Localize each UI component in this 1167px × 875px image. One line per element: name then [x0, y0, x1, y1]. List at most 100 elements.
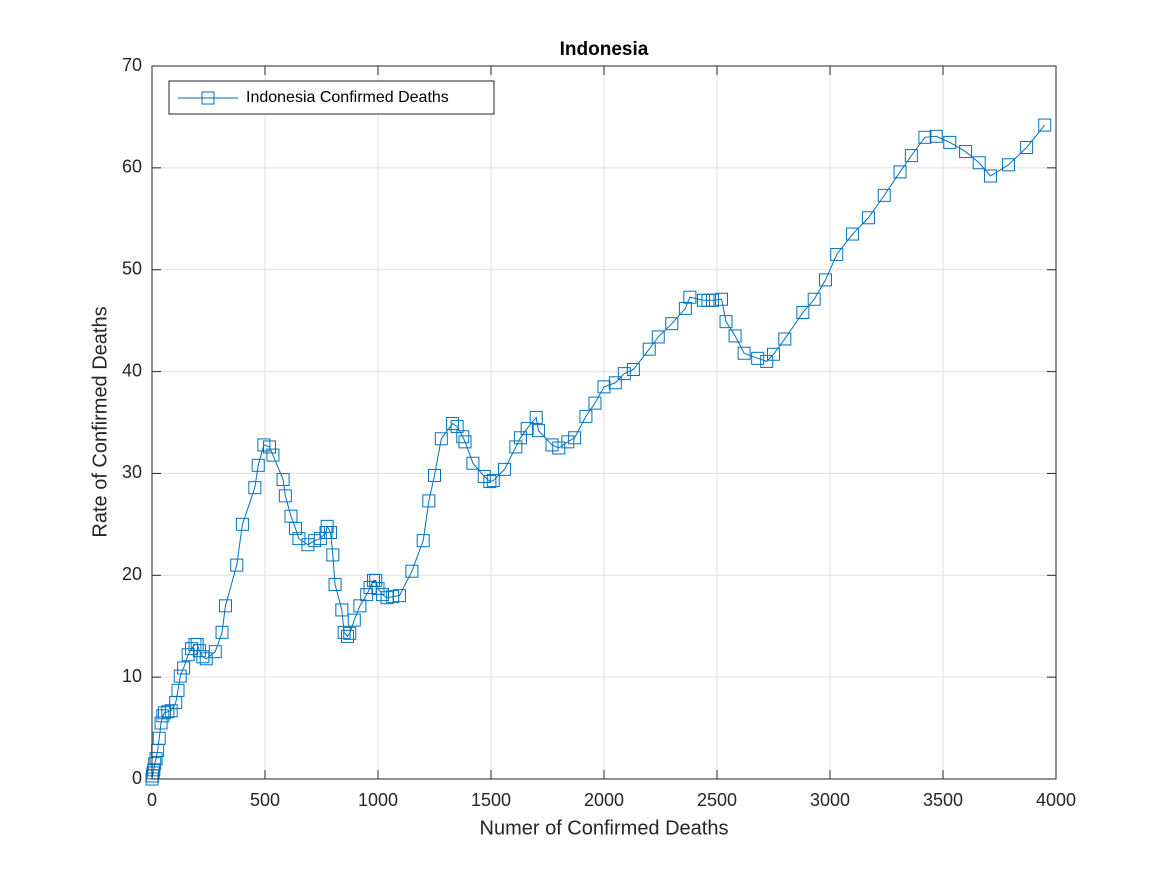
data-point — [520, 422, 534, 436]
data-point — [545, 438, 559, 452]
data-point — [218, 599, 232, 613]
x-tick-label: 2000 — [584, 790, 624, 810]
data-point — [904, 149, 918, 163]
data-point — [276, 473, 290, 487]
data-point — [983, 169, 997, 183]
data-point — [877, 188, 891, 202]
chart-title: Indonesia — [560, 39, 649, 60]
x-axis-label: Numer of Confirmed Deaths — [480, 817, 729, 839]
data-point — [486, 474, 500, 488]
data-point — [568, 431, 582, 445]
data-point — [266, 448, 280, 462]
data-point — [683, 290, 697, 304]
y-tick-label: 30 — [122, 462, 142, 482]
data-point — [626, 363, 640, 377]
data-point — [818, 273, 832, 287]
data-point — [369, 573, 383, 587]
data-point — [796, 305, 810, 319]
axes-box — [151, 65, 1057, 780]
data-point — [959, 145, 973, 159]
data-point — [705, 293, 719, 307]
data-point — [751, 351, 765, 365]
data-point — [328, 577, 342, 591]
data-point — [416, 534, 430, 548]
x-tick-label: 2500 — [697, 790, 737, 810]
data-point — [248, 481, 262, 495]
data-point — [164, 704, 178, 718]
x-tick-label: 3500 — [923, 790, 963, 810]
data-point — [405, 564, 419, 578]
data-point — [456, 430, 470, 444]
data-point — [156, 709, 170, 723]
data-point — [466, 456, 480, 470]
data-point — [642, 342, 656, 356]
data-point — [483, 475, 497, 489]
y-tick-label: 10 — [122, 666, 142, 686]
data-point — [434, 432, 448, 446]
data-point — [326, 548, 340, 562]
data-point — [422, 494, 436, 508]
data-point — [428, 468, 441, 482]
data-point — [608, 376, 622, 390]
data-point — [235, 517, 249, 531]
data-point — [651, 330, 665, 344]
y-tick-label: 60 — [122, 157, 142, 177]
data-point — [343, 626, 357, 640]
x-tick-label: 0 — [147, 790, 157, 810]
data-point — [1020, 140, 1034, 154]
data-point — [861, 211, 875, 225]
data-point — [458, 435, 472, 449]
data-point — [617, 367, 631, 381]
data-point — [171, 683, 185, 697]
data-point — [588, 396, 602, 410]
data-point — [929, 129, 943, 143]
data-point — [767, 347, 780, 361]
y-tick-label: 70 — [122, 55, 142, 75]
data-point — [199, 652, 213, 666]
data-point — [289, 521, 303, 535]
y-tick-label: 40 — [122, 360, 142, 380]
data-point — [728, 329, 742, 343]
y-axis-label: Rate of Confirmed Deaths — [89, 306, 111, 537]
data-point — [807, 292, 821, 306]
x-tick-label: 1000 — [358, 790, 398, 810]
data-point — [972, 156, 986, 170]
data-point — [154, 716, 168, 730]
x-tick-label: 1500 — [471, 790, 511, 810]
y-tick-label: 20 — [122, 564, 142, 584]
data-point — [263, 440, 277, 454]
data-point — [324, 526, 338, 540]
y-tick-label: 50 — [122, 258, 142, 278]
data-point — [760, 354, 774, 368]
data-point — [340, 629, 354, 643]
data-point — [579, 409, 593, 423]
legend: Indonesia Confirmed Deaths — [168, 80, 495, 115]
data-point — [347, 613, 361, 627]
data-point — [376, 588, 390, 602]
data-point — [678, 301, 692, 315]
data-point — [778, 332, 792, 346]
data-point — [1038, 118, 1052, 132]
data-point — [149, 752, 163, 766]
data-point — [446, 417, 460, 431]
data-point — [208, 645, 222, 659]
data-point — [392, 589, 406, 603]
data-point — [597, 380, 611, 394]
data-point — [513, 431, 527, 445]
data-point — [157, 706, 171, 720]
data-point — [531, 424, 545, 438]
plot-area — [145, 118, 1052, 786]
data-point — [893, 165, 907, 179]
data-point — [943, 135, 957, 149]
data-point — [665, 317, 679, 331]
data-point — [335, 603, 349, 617]
data-point — [498, 462, 512, 476]
legend-marker — [201, 91, 215, 105]
data-point — [161, 705, 175, 719]
data-point — [1002, 158, 1016, 172]
data-point — [251, 458, 265, 472]
data-point — [278, 489, 292, 503]
data-point — [846, 227, 860, 241]
